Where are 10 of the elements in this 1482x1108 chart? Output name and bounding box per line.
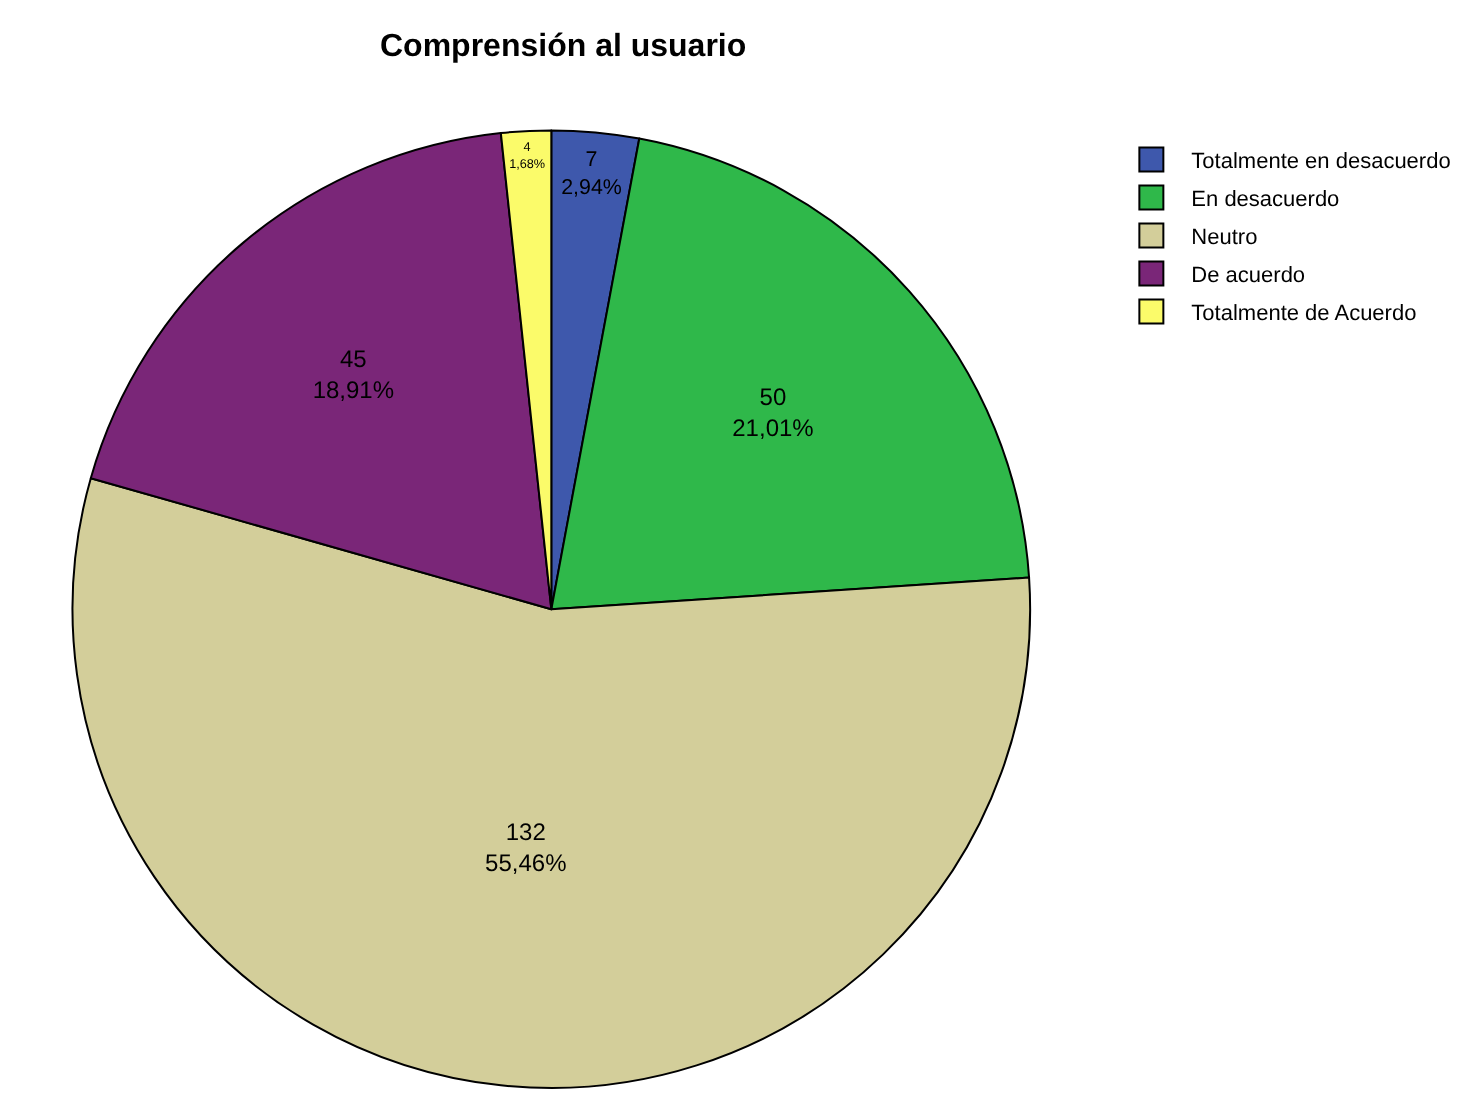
- legend-label: Totalmente de Acuerdo: [1191, 301, 1417, 326]
- data-label: 132 55,46%: [485, 817, 568, 877]
- legend-label: Neutro: [1191, 225, 1258, 250]
- legend-label: Totalmente en desacuerdo: [1191, 149, 1451, 174]
- data-label: 50 21,01%: [732, 382, 815, 442]
- data-label: 45 18,91%: [312, 344, 395, 404]
- legend-label: De acuerdo: [1191, 263, 1306, 288]
- legend-label: En desacuerdo: [1191, 187, 1340, 212]
- data-label: 7 2,94%: [561, 147, 623, 200]
- chart-title: Comprensión al usuario: [380, 29, 747, 64]
